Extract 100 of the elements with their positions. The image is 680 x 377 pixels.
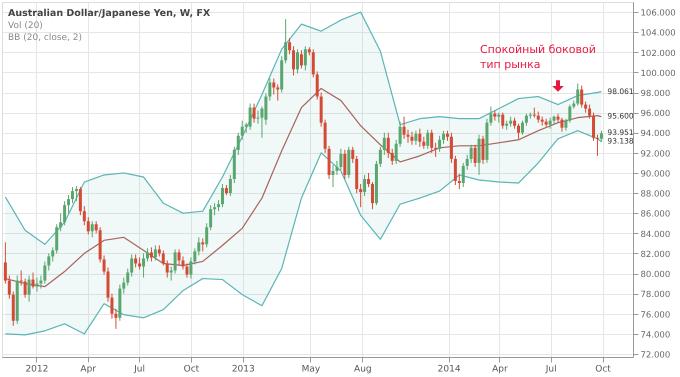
annotation: Спокойный боковой тип рынка (480, 43, 596, 71)
candlestick (402, 116, 406, 140)
y-tick-label: 106.000 (640, 8, 676, 19)
candlestick (8, 275, 11, 300)
candlestick (213, 202, 216, 216)
candlestick (28, 275, 31, 302)
candlestick (228, 174, 232, 197)
candlestick (20, 270, 23, 286)
candlestick (4, 242, 7, 284)
candlestick (35, 277, 38, 292)
candlestick (520, 120, 524, 136)
candlestick (134, 254, 138, 268)
y-tick-label: 86.000 (640, 210, 670, 220)
text: Australian Dollar/Japanese Yen, W, FX (8, 8, 211, 19)
candlestick (70, 186, 74, 204)
candlestick (256, 110, 260, 124)
candlestick (442, 130, 446, 144)
candlestick (343, 149, 346, 180)
candlestick (142, 252, 146, 278)
candlestick (86, 216, 90, 235)
candlestick (339, 148, 342, 170)
candlestick (220, 184, 224, 208)
candlestick (189, 256, 192, 280)
candlestick (592, 112, 596, 142)
candlestick (158, 244, 161, 257)
candlestick (59, 212, 62, 232)
candlestick (482, 135, 485, 164)
candlestick (493, 110, 496, 122)
candlestick (248, 103, 252, 130)
x-tick-label: Apr (80, 364, 96, 374)
y-tick-label: 76.000 (640, 310, 670, 320)
y-tick-label: 102.000 (640, 48, 676, 59)
x-tick-label: 2013 (232, 364, 255, 374)
candlestick (430, 129, 434, 154)
candlestick (304, 46, 307, 71)
candlestick (497, 112, 500, 124)
candlestick (501, 112, 504, 130)
y-tick-label: 98.000 (640, 89, 670, 100)
candlestick (398, 121, 402, 148)
candlestick (335, 160, 338, 176)
candlestick (90, 220, 94, 238)
candlestick (332, 164, 335, 188)
candlestick (410, 131, 414, 146)
x-tick-label: May (302, 364, 321, 374)
x-tick-label: Oct (184, 364, 200, 374)
y-tick-label: 84.000 (640, 230, 670, 240)
candlestick (114, 308, 118, 330)
candlestick (359, 184, 362, 208)
candlestick (201, 238, 204, 252)
y-tick-label: 90.000 (640, 169, 670, 180)
y-tick-label: 100.000 (640, 68, 676, 79)
candlestick (209, 204, 212, 231)
candlestick (205, 222, 208, 248)
candlestick (130, 254, 134, 278)
candlestick (513, 117, 516, 130)
candlestick (556, 113, 560, 124)
y-tick-label: 94.000 (640, 129, 670, 140)
candlestick (178, 248, 181, 265)
candlestick (418, 128, 422, 148)
text: Vol (20) (8, 21, 43, 31)
candlestick (552, 115, 556, 126)
candlestick (536, 111, 540, 124)
candlestick (102, 254, 106, 276)
candlestick (197, 236, 200, 256)
candlestick (284, 18, 288, 64)
y-tick-label: 82.000 (640, 250, 670, 260)
candlestick (454, 155, 457, 186)
x-tick-label: Oct (595, 364, 612, 374)
candlestick (185, 262, 188, 278)
candlestick (414, 130, 418, 146)
x-tick-label: Jul (133, 364, 145, 374)
candlestick (78, 186, 82, 216)
candlestick (150, 246, 153, 262)
candlestick (588, 104, 592, 120)
y-tick-label: 88.000 (640, 190, 670, 200)
candlestick (74, 186, 78, 202)
y-tick-label: 104.000 (640, 28, 676, 39)
candlestick (252, 103, 256, 124)
candlestick (458, 173, 461, 190)
candlestick (43, 260, 46, 284)
candlestick (406, 129, 410, 144)
x-tick-label: Apr (492, 364, 508, 374)
candlestick (382, 132, 386, 156)
candlestick (367, 172, 370, 188)
candlestick (268, 78, 272, 102)
x-tick-label: Aug (354, 364, 372, 374)
line-series (4, 130, 602, 336)
candlestick (296, 48, 299, 74)
candlestick (580, 84, 584, 108)
candlestick (524, 113, 528, 126)
candlestick (548, 117, 552, 130)
y-tick-label: 92.000 (640, 149, 670, 160)
candlestick (470, 144, 473, 164)
candlestick (292, 46, 296, 76)
candlestick (110, 293, 114, 320)
candlestick (193, 248, 196, 265)
candlestick (600, 130, 603, 142)
candlestick (564, 118, 568, 132)
x-tick-label: Jul (544, 364, 557, 374)
candlestick (489, 106, 492, 126)
